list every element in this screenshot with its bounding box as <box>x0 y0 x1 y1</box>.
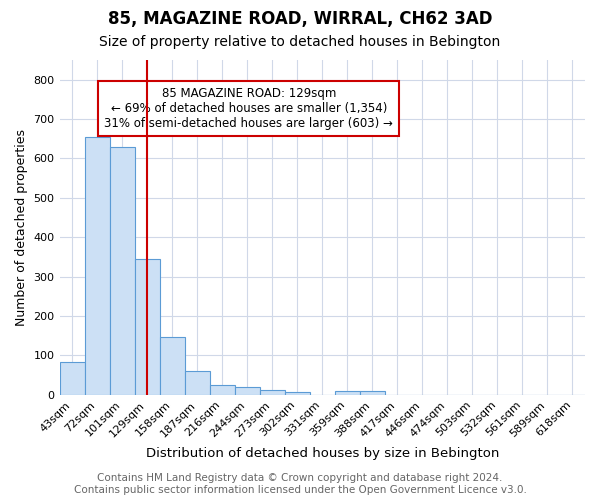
Bar <box>160 336 185 395</box>
Text: Size of property relative to detached houses in Bebington: Size of property relative to detached ho… <box>100 35 500 49</box>
Bar <box>260 390 285 395</box>
Bar <box>335 391 360 395</box>
Bar <box>209 385 235 395</box>
Bar <box>285 392 310 395</box>
Text: 85 MAGAZINE ROAD: 129sqm
← 69% of detached houses are smaller (1,354)
31% of sem: 85 MAGAZINE ROAD: 129sqm ← 69% of detach… <box>104 87 393 130</box>
Bar <box>134 259 160 395</box>
Bar <box>360 391 385 395</box>
Y-axis label: Number of detached properties: Number of detached properties <box>15 129 28 326</box>
Bar <box>59 362 85 395</box>
Bar <box>185 371 209 395</box>
Text: Contains HM Land Registry data © Crown copyright and database right 2024.
Contai: Contains HM Land Registry data © Crown c… <box>74 474 526 495</box>
Text: 85, MAGAZINE ROAD, WIRRAL, CH62 3AD: 85, MAGAZINE ROAD, WIRRAL, CH62 3AD <box>108 10 492 28</box>
Bar <box>235 387 260 395</box>
Bar <box>85 137 110 395</box>
Bar <box>110 146 134 395</box>
X-axis label: Distribution of detached houses by size in Bebington: Distribution of detached houses by size … <box>146 447 499 460</box>
